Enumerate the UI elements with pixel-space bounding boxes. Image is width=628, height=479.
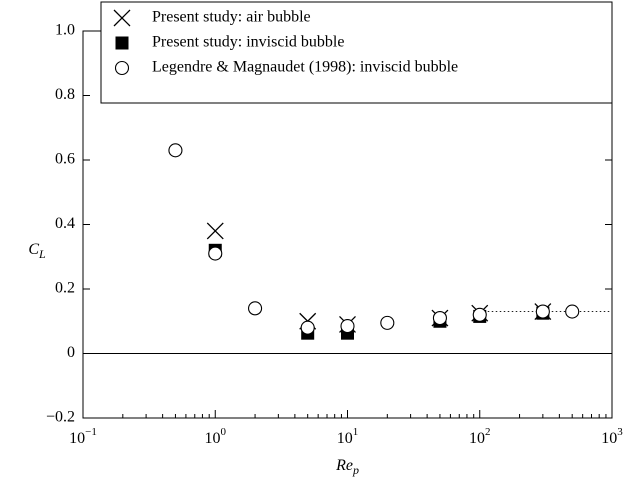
x-tick-exponent: 1 [353, 426, 359, 438]
circle-marker [248, 301, 263, 316]
x-tick-label: 102 [469, 426, 491, 447]
x-tick-base: 10 [337, 430, 353, 447]
legend-label: Legendre & Magnaudet (1998): inviscid bu… [152, 59, 458, 76]
x-tick-base: 10 [205, 430, 221, 447]
x-marker [113, 9, 131, 27]
y-tick-label: 0.4 [55, 215, 75, 232]
circle-marker [472, 307, 487, 322]
x-tick-exponent: 3 [617, 426, 623, 438]
x-tick-base: 10 [469, 430, 485, 447]
x-marker [206, 222, 224, 240]
square-marker [115, 36, 129, 50]
y-tick-label: 0.8 [55, 86, 75, 103]
y-tick-label: 1.0 [55, 22, 75, 39]
circle-marker [535, 304, 550, 319]
x-tick-label: 100 [205, 426, 227, 447]
circle-marker [380, 315, 395, 330]
y-tick-label: −0.2 [46, 409, 75, 426]
x-tick-exponent: 2 [485, 426, 491, 438]
x-axis-label-sub: p [352, 463, 359, 477]
y-axis-label: CL [28, 241, 46, 261]
legend-label: Present study: air bubble [152, 9, 311, 26]
circle-marker [340, 319, 355, 334]
circle-marker [300, 320, 315, 335]
legend-box [100, 1, 613, 104]
x-tick-exponent: −1 [85, 426, 97, 438]
x-tick-exponent: 0 [221, 426, 227, 438]
circle-marker [208, 246, 223, 261]
x-tick-label: 10−1 [69, 426, 97, 447]
y-axis-label-sub: L [38, 247, 46, 261]
x-axis-label-main: Re [335, 457, 353, 474]
x-tick-label: 101 [337, 426, 359, 447]
y-axis-label-main: C [28, 241, 39, 258]
y-tick-label: 0.6 [55, 151, 75, 168]
y-tick-label: 0.2 [55, 280, 75, 297]
x-axis-label: Rep [335, 457, 359, 477]
y-tick-label: 0 [67, 344, 75, 361]
circle-marker [168, 143, 183, 158]
circle-marker [432, 310, 447, 326]
legend-label: Present study: inviscid bubble [152, 34, 344, 51]
x-tick-base: 10 [69, 430, 85, 447]
circle-marker [565, 304, 580, 319]
x-tick-base: 10 [601, 430, 617, 447]
circle-marker [114, 60, 130, 76]
x-tick-label: 103 [601, 426, 623, 447]
